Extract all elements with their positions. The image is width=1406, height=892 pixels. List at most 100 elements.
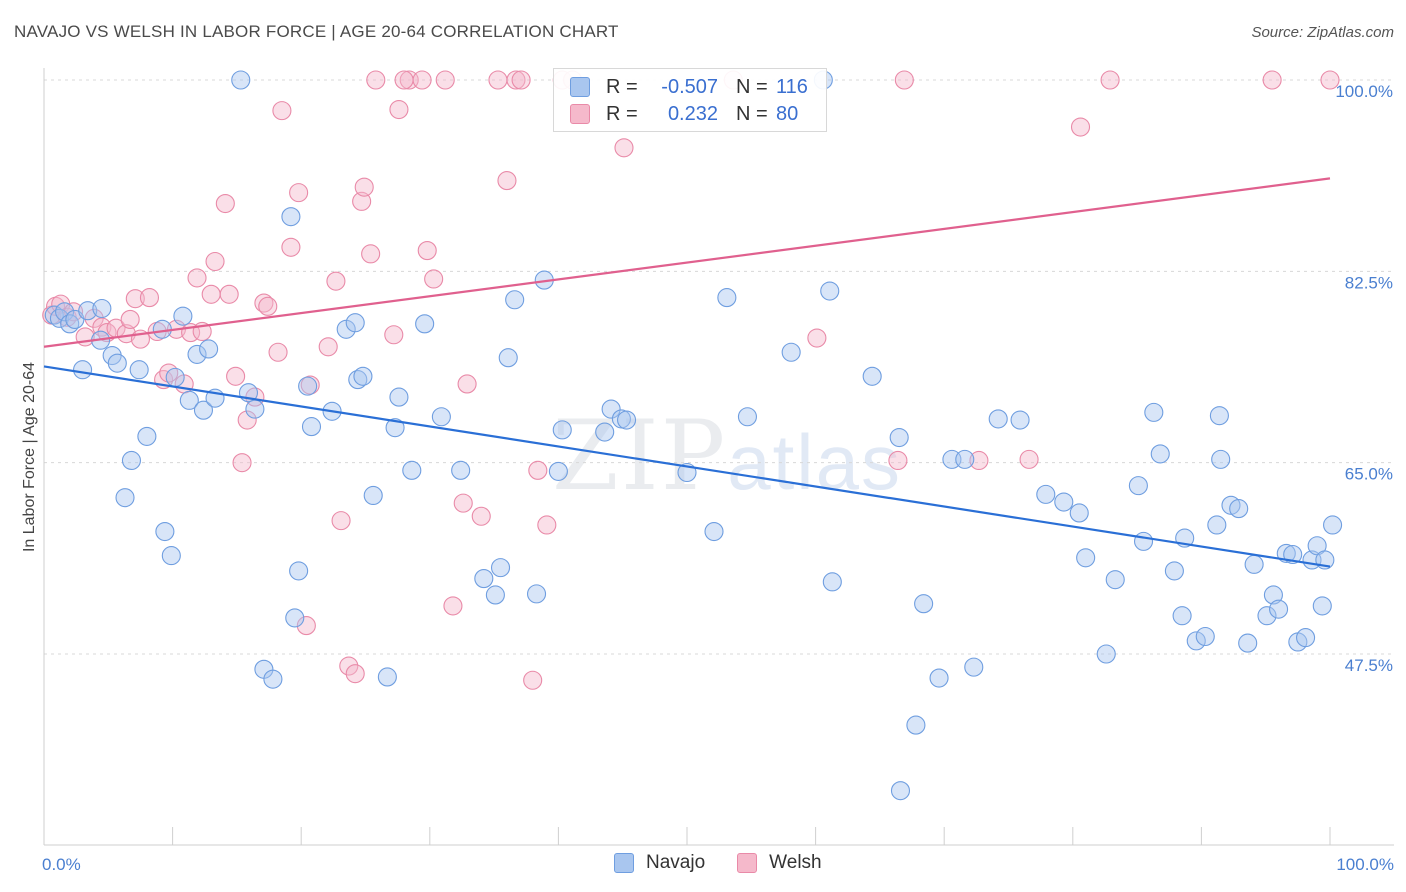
watermark: ZIPatlas: [552, 400, 902, 512]
navajo-point: [1238, 633, 1258, 653]
welsh-point: [268, 342, 288, 362]
navajo-point: [298, 376, 318, 396]
legend-navajo-label: Navajo: [646, 852, 706, 873]
navajo-point: [49, 308, 69, 328]
navajo-point: [505, 290, 525, 310]
welsh-r-value: 0.232: [667, 102, 718, 125]
welsh-point: [289, 183, 309, 203]
navajo-point: [1164, 561, 1184, 581]
navajo-point: [1054, 492, 1074, 512]
navajo-point: [377, 667, 397, 687]
navajo-point: [385, 418, 405, 438]
navajo-point: [737, 407, 757, 427]
navajo-point: [55, 302, 75, 322]
navajo-point: [1195, 626, 1215, 647]
welsh-point: [389, 99, 409, 120]
navajo-point: [474, 569, 494, 589]
navajo-point: [955, 449, 975, 469]
welsh-point: [471, 506, 491, 526]
legend-welsh-swatch: [737, 853, 758, 873]
navajo-point: [485, 585, 505, 605]
navajo-point: [1276, 543, 1296, 563]
navajo-point: [431, 407, 451, 427]
navajo-point: [1221, 495, 1241, 515]
welsh-point: [205, 251, 225, 272]
navajo-point: [717, 288, 737, 308]
navajo-point: [199, 339, 219, 359]
navajo-point: [1207, 515, 1227, 535]
navajo-point: [1263, 585, 1283, 605]
navajo-point: [285, 608, 305, 628]
x-ticks: [43, 827, 1331, 845]
welsh-point: [894, 70, 914, 90]
welsh-point: [339, 656, 359, 676]
navajo-point: [906, 715, 926, 735]
welsh-point: [281, 237, 301, 257]
navajo-point: [73, 360, 93, 380]
navajo-point: [231, 70, 251, 90]
welsh-point: [394, 70, 414, 90]
navajo-r-value: -0.507: [661, 75, 718, 98]
watermark-atlas: atlas: [727, 418, 902, 506]
navajo-point: [822, 572, 842, 592]
welsh-point: [417, 241, 437, 261]
navajo-point: [548, 461, 568, 481]
navajo-point: [173, 306, 193, 326]
navajo-point: [1209, 406, 1229, 426]
navajo-point: [345, 313, 365, 333]
navajo-point: [1229, 499, 1249, 519]
navajo-point: [155, 521, 175, 542]
welsh-point: [807, 328, 827, 348]
navajo-point: [289, 561, 309, 581]
source-credit: Source: ZipAtlas.com: [1251, 24, 1394, 41]
welsh-points: [42, 70, 1340, 690]
navajo-point: [820, 281, 840, 301]
welsh-point: [969, 450, 989, 471]
legend-item-navajo[interactable]: Navajo: [614, 852, 705, 874]
navajo-n-value: 116: [776, 75, 808, 98]
y-tick-labels: 100.0% 82.5% 65.0% 47.5%: [1335, 82, 1393, 675]
navajo-point: [601, 399, 621, 419]
gridlines: [44, 79, 1394, 655]
navajo-point: [552, 420, 572, 440]
welsh-point: [345, 664, 365, 684]
welsh-r-label: R =: [606, 102, 638, 125]
navajo-point: [1323, 515, 1343, 535]
navajo-point: [1133, 531, 1154, 551]
navajo-point: [617, 410, 637, 430]
welsh-point: [232, 453, 252, 473]
navajo-point: [301, 417, 322, 437]
welsh-point: [412, 70, 432, 90]
welsh-point: [366, 70, 386, 90]
legend-item-welsh[interactable]: Welsh: [737, 852, 822, 874]
welsh-point: [226, 366, 246, 386]
series-legend: Navajo Welsh: [614, 852, 854, 874]
navajo-point: [451, 460, 471, 480]
navajo-point: [193, 400, 214, 420]
navajo-point: [929, 668, 949, 688]
welsh-n-value: 80: [776, 102, 799, 125]
navajo-swatch: [570, 77, 590, 97]
navajo-point: [402, 460, 422, 480]
welsh-trend-line: [43, 177, 1331, 348]
navajo-point: [348, 370, 368, 390]
welsh-point: [443, 596, 463, 616]
navajo-point: [245, 399, 265, 419]
navajo-point: [862, 366, 882, 386]
navajo-point: [498, 348, 518, 368]
navajo-point: [704, 521, 724, 542]
navajo-point: [115, 488, 135, 508]
welsh-point: [614, 138, 634, 158]
welsh-point: [506, 70, 526, 90]
welsh-point: [258, 296, 278, 316]
navajo-point: [1312, 596, 1332, 616]
navajo-point: [1244, 554, 1264, 574]
navajo-point: [415, 314, 435, 334]
navajo-point: [781, 342, 801, 362]
x-tick-label: 100.0%: [1336, 855, 1394, 874]
navajo-point: [179, 390, 199, 410]
welsh-point: [272, 101, 292, 121]
welsh-point: [1320, 70, 1340, 90]
welsh-point: [488, 70, 508, 90]
